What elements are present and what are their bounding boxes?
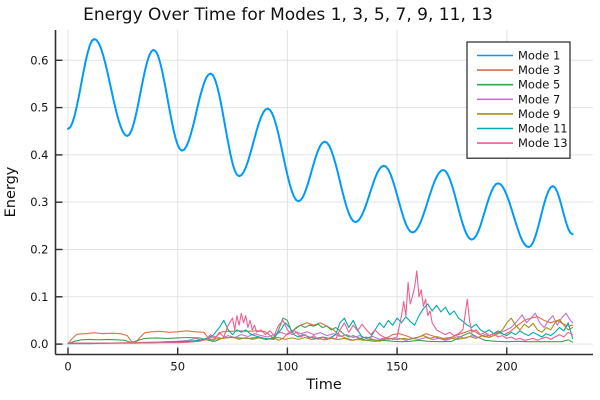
series-line-mode-7: [67, 312, 574, 345]
x-tick-label: 200: [496, 360, 518, 374]
series-line-mode-1: [67, 38, 574, 249]
x-axis-label: Time: [305, 377, 342, 393]
legend-label: Mode 9: [518, 107, 560, 121]
series-layer: [67, 38, 574, 345]
x-tick-label: 0: [64, 360, 71, 374]
y-tick-label: 0.0: [30, 337, 48, 351]
y-tick-label: 0.5: [30, 101, 48, 115]
y-axis-label: Energy: [3, 166, 19, 217]
x-tick-label: 50: [170, 360, 185, 374]
series-line-mode-13: [67, 270, 574, 344]
legend-label: Mode 3: [518, 63, 560, 77]
legend-label: Mode 11: [518, 122, 568, 136]
legend-label: Mode 7: [518, 92, 560, 106]
y-tick-label: 0.2: [30, 242, 48, 256]
x-tick-label: 150: [386, 360, 408, 374]
y-tick-label: 0.6: [30, 53, 48, 67]
y-tick-label: 0.3: [30, 195, 48, 209]
legend-label: Mode 13: [518, 136, 568, 150]
legend-label: Mode 1: [518, 49, 560, 63]
y-tick-label: 0.1: [30, 290, 48, 304]
x-tick-label: 100: [276, 360, 298, 374]
series-line-mode-5: [67, 317, 574, 345]
axes-layer: 0 50 100 150 200 0.0 0.1 0.2 0.3 0.4 0.5 0.6: [30, 30, 593, 374]
series-line-mode-3: [67, 316, 574, 345]
series-line-mode-11: [67, 303, 574, 345]
series-line-mode-9: [67, 317, 574, 345]
chart-title: Energy Over Time for Modes 1, 3, 5, 7, 9…: [83, 5, 493, 25]
y-tick-label: 0.4: [30, 148, 48, 162]
legend-label: Mode 5: [518, 78, 560, 92]
